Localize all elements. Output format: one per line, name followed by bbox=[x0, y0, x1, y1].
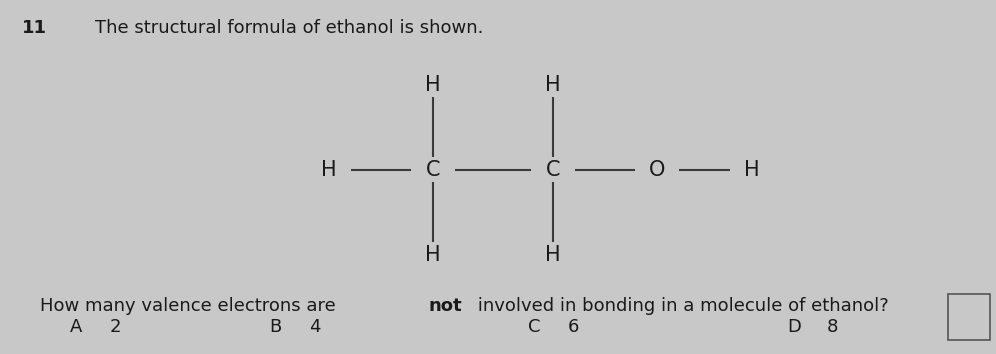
Text: The structural formula of ethanol is shown.: The structural formula of ethanol is sho… bbox=[95, 19, 483, 38]
Text: H: H bbox=[425, 75, 441, 95]
Text: A: A bbox=[70, 319, 82, 336]
Text: 4: 4 bbox=[309, 319, 321, 336]
Text: 2: 2 bbox=[110, 319, 122, 336]
Text: O: O bbox=[649, 160, 665, 180]
Text: H: H bbox=[425, 245, 441, 265]
Text: C: C bbox=[528, 319, 541, 336]
Text: D: D bbox=[787, 319, 801, 336]
Text: involved in bonding in a molecule of ethanol?: involved in bonding in a molecule of eth… bbox=[472, 297, 889, 315]
Text: 8: 8 bbox=[827, 319, 838, 336]
Text: 11: 11 bbox=[22, 19, 47, 38]
Text: not: not bbox=[429, 297, 462, 315]
Text: B: B bbox=[269, 319, 281, 336]
Text: C: C bbox=[426, 160, 440, 180]
Text: How many valence electrons are: How many valence electrons are bbox=[40, 297, 342, 315]
Text: H: H bbox=[545, 245, 561, 265]
Text: H: H bbox=[545, 75, 561, 95]
Text: 6: 6 bbox=[568, 319, 579, 336]
Text: C: C bbox=[546, 160, 560, 180]
Text: H: H bbox=[321, 160, 337, 180]
FancyBboxPatch shape bbox=[948, 294, 990, 340]
Text: H: H bbox=[744, 160, 760, 180]
